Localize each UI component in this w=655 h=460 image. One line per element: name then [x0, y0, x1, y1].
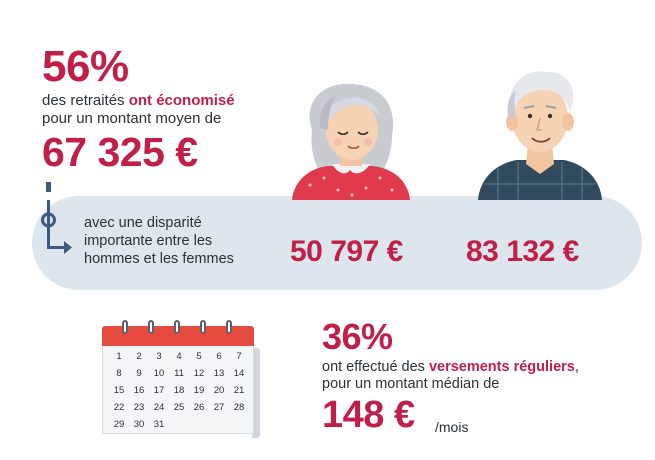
median-amount: 148 € [322, 394, 415, 436]
elderly-woman-illustration [292, 83, 410, 200]
calendar-day: 30 [133, 419, 145, 430]
calendar-day: 1 [116, 351, 122, 362]
disparity-banner [32, 196, 642, 290]
calendar-day: 29 [113, 419, 125, 430]
calendar-body: 1 2 3 4 5 6 7 8 9 10 11 12 13 14 15 16 17 18 19 20 21 22 23 24 2… [102, 346, 254, 434]
calendar-day: 2 [136, 351, 142, 362]
arrow-connector-icon [41, 182, 72, 254]
calendar-day: 7 [236, 351, 242, 362]
women-amount: 50 797 € [290, 235, 403, 268]
disparity-line-2: importante entre les [84, 233, 213, 249]
regular-payments-text-after: , [574, 359, 579, 375]
regular-payments-percentage: 36% [322, 316, 393, 357]
calendar-day: 8 [116, 368, 122, 379]
regular-payments-line1: ont effectué des versements réguliers, [322, 359, 579, 376]
calendar-day: 11 [174, 368, 184, 379]
calendar-ring [148, 320, 154, 334]
calendar-day: 20 [213, 385, 225, 396]
calendar-day: 17 [153, 385, 165, 396]
calendar-day: 22 [113, 402, 125, 413]
calendar-illustration: 1 2 3 4 5 6 7 8 9 10 11 12 13 14 15 16 17 18 19 20 21 22 23 24 2… [102, 320, 260, 438]
calendar-day: 13 [213, 368, 225, 379]
men-amount: 83 132 € [466, 235, 579, 268]
calendar-day: 24 [153, 402, 165, 413]
regular-payments-line2: pour un montant médian de [322, 376, 500, 392]
calendar-header [102, 326, 254, 346]
disparity-line-1: avec une disparité [84, 215, 202, 231]
calendar-day: 15 [113, 385, 125, 396]
calendar-day: 19 [193, 385, 205, 396]
per-month-unit: /mois [435, 419, 469, 435]
regular-payments-text-before: ont effectué des [322, 359, 429, 375]
calendar-day: 23 [133, 402, 145, 413]
calendar-day: 4 [176, 351, 182, 362]
savings-text-before: des retraités [42, 92, 129, 109]
calendar-day: 25 [173, 402, 185, 413]
calendar-day: 16 [133, 385, 145, 396]
calendar-day: 5 [196, 351, 202, 362]
calendar-ring [122, 320, 128, 334]
calendar-day: 12 [193, 368, 205, 379]
disparity-line-3: hommes et les femmes [84, 251, 234, 267]
calendar-day: 10 [153, 368, 165, 379]
calendar-day: 18 [173, 385, 185, 396]
calendar-day: 26 [193, 402, 205, 413]
disparity-text: avec une disparité importante entre les … [84, 214, 234, 268]
elderly-man-illustration [478, 71, 602, 200]
savings-description-line2: pour un montant moyen de [42, 110, 222, 127]
regular-payments-text-highlight: versements réguliers [428, 359, 575, 375]
calendar-day: 6 [216, 351, 222, 362]
calendar-ring [174, 320, 180, 334]
calendar-shadow [252, 348, 260, 438]
calendar-day: 31 [153, 419, 165, 430]
calendar-day: 3 [156, 351, 162, 362]
savings-text-highlight: ont économisé [128, 92, 235, 109]
calendar-day: 28 [233, 402, 245, 413]
savings-description-line1: des retraités ont économisé [42, 92, 235, 110]
calendar-day: 21 [233, 385, 245, 396]
calendar-ring [200, 320, 206, 334]
calendar-day: 27 [213, 402, 225, 413]
calendar-day: 14 [233, 368, 245, 379]
calendar-day: 9 [136, 368, 142, 379]
average-amount: 67 325 € [42, 129, 198, 175]
calendar-grid: 1 2 3 4 5 6 7 8 9 10 11 12 13 14 15 16 17 18 19 20 21 22 23 24 2… [109, 348, 249, 433]
savings-percentage: 56% [42, 42, 129, 91]
calendar-ring [226, 320, 232, 334]
